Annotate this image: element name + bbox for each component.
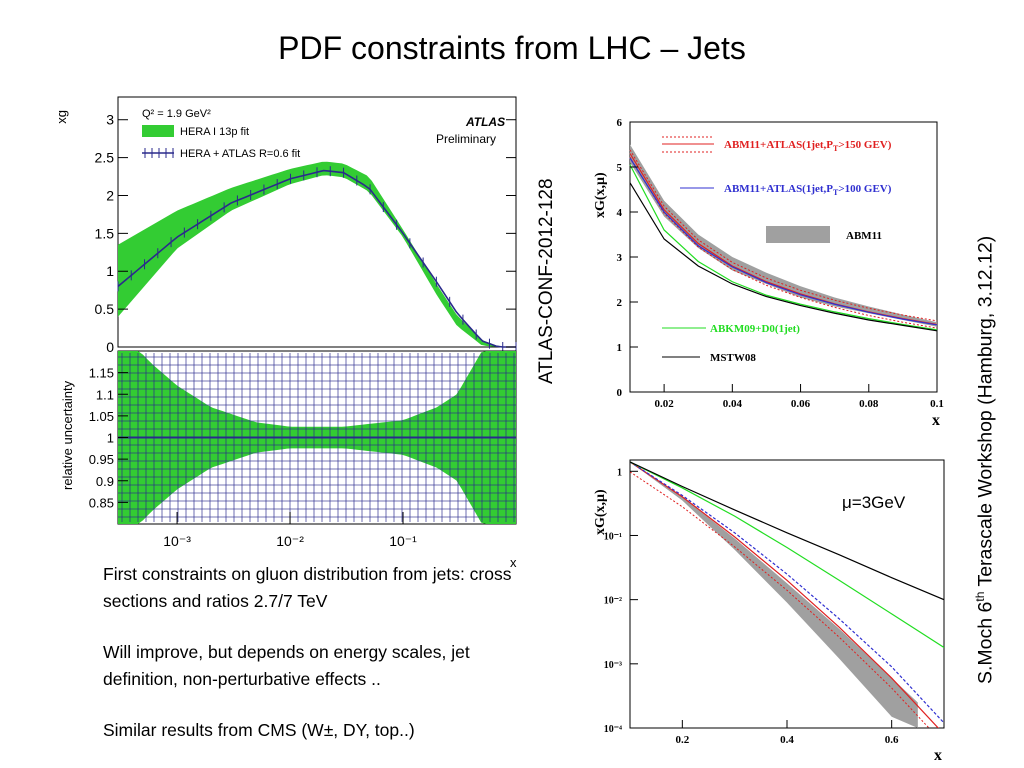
atlas-lower-ytick-label: 0.95 xyxy=(89,452,114,467)
atlas-logo-text: ATLAS xyxy=(465,115,505,129)
abm-lower-series-4 xyxy=(630,461,944,601)
legend-red-label: ABM11+ATLAS(1jet,PT>150 GEV) xyxy=(724,139,892,153)
abm-upper-frame xyxy=(629,121,938,393)
atlas-preliminary-text: Preliminary xyxy=(436,132,496,146)
bullet-list: First constraints on gluon distribution … xyxy=(103,561,523,768)
hera-legend-label: HERA I 13p fit xyxy=(180,126,249,138)
atlas-upper-ytick-label: 2 xyxy=(106,187,114,203)
atlas-xtick-label: 10⁻² xyxy=(276,533,304,549)
atlas-lower-ytick-label: 1.1 xyxy=(96,387,114,402)
atlas-lower-ytick-label: 1.15 xyxy=(89,366,114,381)
bullet-1: First constraints on gluon distribution … xyxy=(103,564,512,611)
atlas-lower-ylabel: relative uncertainty xyxy=(60,380,75,490)
abm-lower-xtick-label: 0.6 xyxy=(885,734,899,746)
abm-upper-ytick-label: 5 xyxy=(617,162,623,174)
workshop-label-post: Terascale Workshop (Hamburg, 3.12.12) xyxy=(974,235,997,592)
abm-upper-xtick-label: 0.04 xyxy=(723,398,743,410)
abm-upper-ytick-label: 3 xyxy=(617,252,623,264)
abm-lower-series-3 xyxy=(630,461,944,648)
atlas-xtick-label: 10⁻¹ xyxy=(389,533,417,549)
abm-upper-ytick-label: 4 xyxy=(617,207,623,219)
abm-lower-ytick-label: 10⁻⁴ xyxy=(604,724,622,735)
legend-gray-label: ABM11 xyxy=(846,230,882,242)
atlas-upper-ytick-label: 1 xyxy=(106,263,114,279)
legend-blue-sub: T xyxy=(833,188,839,197)
abm-upper-xtick-label: 0.08 xyxy=(859,398,879,410)
abm-lower-ytick-label: 1 xyxy=(617,467,622,478)
abm-lower-series-1 xyxy=(630,461,940,728)
abm-upper-red-lower xyxy=(629,156,938,329)
abm11-band xyxy=(630,144,937,327)
abm-upper-xtick-label: 0.1 xyxy=(930,398,944,410)
atlas-legend-label: HERA + ATLAS R=0.6 fit xyxy=(180,148,300,160)
slide-title: PDF constraints from LHC – Jets xyxy=(278,30,746,66)
legend-blue-label: ABM11+ATLAS(1jet,PT>100 GEV) xyxy=(724,183,892,197)
abm-lower-ytick-label: 10⁻² xyxy=(604,596,622,607)
atlas-xtick-label: 10⁻³ xyxy=(163,533,191,549)
atlas-upper-ytick-label: 0 xyxy=(106,339,114,355)
atlas-lower-ytick-label: 0.85 xyxy=(89,495,114,510)
legend-gray-swatch xyxy=(766,226,830,243)
workshop-label: S.Moch 6th Terascale Workshop (Hamburg, … xyxy=(973,236,998,684)
legend-red-sub: T xyxy=(833,144,839,153)
atlas-upper-ytick-label: 0.5 xyxy=(95,301,115,317)
atlas-legend-heading: Q² = 1.9 GeV² xyxy=(142,108,211,120)
legend-blue-post: >100 GEV) xyxy=(838,183,891,195)
abm-lower-ylabel: xG(x,μ) xyxy=(593,489,608,535)
abm-lower-plot-area xyxy=(630,461,944,728)
atlas-upper-ytick-label: 3 xyxy=(106,112,114,128)
legend-black-label: MSTW08 xyxy=(710,352,756,364)
atlas-xlabel: x xyxy=(510,555,517,570)
hera-legend-swatch xyxy=(142,125,174,137)
atlas-upper-ytick-label: 1.5 xyxy=(95,225,115,241)
atlas-upper-ytick-label: 2.5 xyxy=(95,150,115,166)
workshop-label-pre: S.Moch 6 xyxy=(974,601,997,684)
abm-lower-xtick-label: 0.4 xyxy=(780,734,794,746)
abm-upper-ytick-label: 2 xyxy=(617,297,623,309)
atlas-lower-ytick-label: 0.9 xyxy=(96,474,114,489)
abm-lower-ytick-label: 10⁻¹ xyxy=(604,531,622,542)
abm-upper-series-2 xyxy=(629,157,938,326)
abm-upper-xtick-label: 0.06 xyxy=(791,398,811,410)
abm-upper-xtick-label: 0.02 xyxy=(654,398,674,410)
mu-annotation: μ=3GeV xyxy=(842,493,906,512)
abm-lower-xtick-label: 0.2 xyxy=(675,734,689,746)
abm-upper-ytick-label: 6 xyxy=(617,117,623,129)
bullet-3: Similar results from CMS (W±, DY, top..) xyxy=(103,720,415,740)
abm-upper-ytick-label: 0 xyxy=(617,387,623,399)
abm-upper-red-upper xyxy=(629,149,938,322)
workshop-label-sup: th xyxy=(973,591,987,602)
legend-green-label: ABKM09+D0(1jet) xyxy=(710,323,800,335)
atlas-lower-ytick-label: 1 xyxy=(107,431,114,446)
abm-lower-red-dotted xyxy=(630,471,930,728)
atlas-upper-ylabel: xg xyxy=(54,110,69,124)
abm-upper-series-3 xyxy=(629,164,938,331)
legend-red-post: >150 GEV) xyxy=(838,139,891,151)
abm-lower-ytick-label: 10⁻³ xyxy=(604,660,622,671)
abm-upper-xlabel: x xyxy=(932,412,940,429)
atlas-conf-label: ATLAS-CONF-2012-128 xyxy=(536,178,557,384)
atlas-lower-ytick-label: 1.05 xyxy=(89,409,114,424)
abm-upper-series-4 xyxy=(629,182,938,332)
hera-band xyxy=(118,161,516,347)
bullet-2: Will improve, but depends on energy scal… xyxy=(103,642,470,689)
abm-upper-ylabel: xG(x,μ) xyxy=(593,172,608,218)
abm-lower-xlabel: x xyxy=(934,747,942,764)
abm-lower-series-2 xyxy=(630,461,944,724)
abm11-band-log xyxy=(630,461,918,728)
abm-upper-ytick-label: 1 xyxy=(617,342,623,354)
